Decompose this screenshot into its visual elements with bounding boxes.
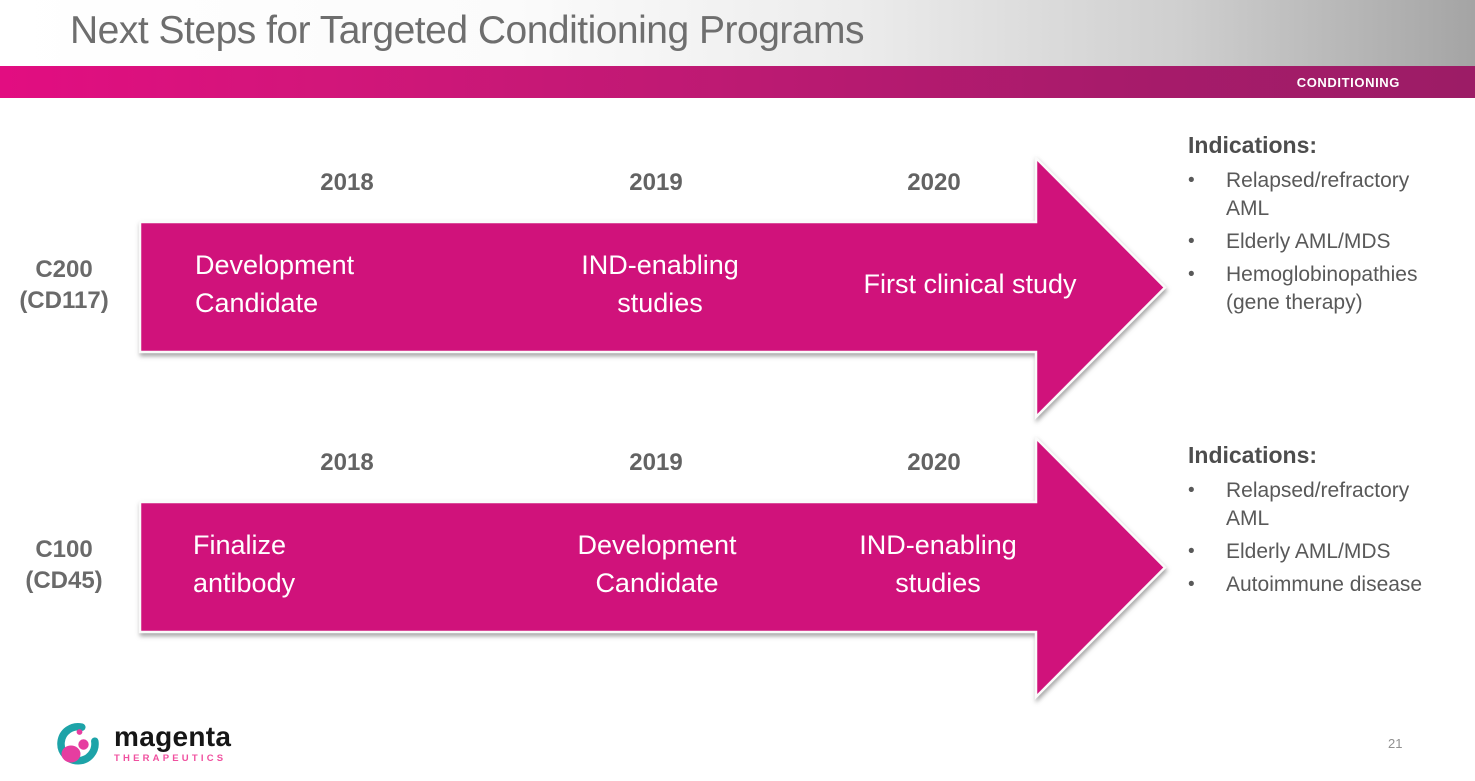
indications-c200: Indications: • Relapsed/refractory AML • E… — [1188, 131, 1475, 317]
title-band: Next Steps for Targeted Conditioning Pro… — [0, 0, 1475, 66]
indication-item: • Autoimmune disease — [1188, 571, 1475, 599]
timeline-row-c100: C100 (CD45) 2018 2019 2020 Finalize anti… — [0, 410, 1475, 722]
year-label: 2018 — [320, 449, 374, 476]
magenta-logo: magenta THERAPEUTICS — [52, 716, 231, 772]
bullet-icon: • — [1188, 480, 1195, 501]
milestone-label: IND-enabling studies — [581, 250, 739, 318]
bullet-icon: • — [1188, 541, 1195, 562]
page-number: 21 — [1388, 736, 1403, 751]
milestone-label: Development Candidate — [577, 530, 737, 598]
year-label: 2019 — [629, 449, 683, 476]
indications-title: Indications: — [1188, 132, 1318, 158]
year-label: 2019 — [629, 169, 683, 196]
indications-list: • Relapsed/refractory AML • Elderly AML/MD… — [1188, 477, 1475, 599]
bullet-icon: • — [1188, 170, 1195, 191]
arrow-shape — [138, 434, 1167, 701]
indication-item: • Relapsed/refractory AML — [1188, 477, 1475, 533]
timeline-arrow-c200 — [138, 154, 1167, 421]
indication-item: • Elderly AML/MDS — [1188, 228, 1475, 256]
indication-item: • Relapsed/refractory AML — [1188, 167, 1475, 223]
timeline-row-c200: C200 (CD117) 2018 2019 2020 Development … — [0, 130, 1475, 442]
indications-list: • Relapsed/refractory AML • Elderly AML/MD… — [1188, 167, 1475, 317]
logo-wordmark: magenta THERAPEUTICS — [114, 723, 231, 765]
indications-title: Indications: — [1188, 442, 1318, 468]
bullet-icon: • — [1188, 264, 1195, 285]
logo-name: magenta — [114, 721, 232, 752]
milestone-label: Finalize antibody — [193, 530, 296, 598]
logo-mark-icon — [57, 723, 99, 765]
accent-bar: CONDITIONING — [0, 66, 1475, 98]
indications-c100: Indications: • Relapsed/refractory AML • E… — [1188, 441, 1475, 599]
arrow-shape — [138, 154, 1167, 421]
timeline-arrow-c100 — [138, 434, 1167, 701]
page-title: Next Steps for Targeted Conditioning Pro… — [70, 9, 865, 52]
milestone-label: IND-enabling studies — [859, 530, 1017, 598]
indication-item: • Hemoglobinopathies (gene therapy) — [1188, 261, 1475, 317]
bullet-icon: • — [1188, 231, 1195, 252]
bullet-icon: • — [1188, 574, 1195, 595]
year-label: 2018 — [320, 169, 374, 196]
conditioning-tag: CONDITIONING — [1296, 75, 1400, 90]
logo-subtext: THERAPEUTICS — [114, 753, 227, 764]
milestone-label: Development Candidate — [195, 250, 355, 318]
indication-item: • Elderly AML/MDS — [1188, 538, 1475, 566]
program-label-c100: C100 (CD45) — [25, 536, 103, 594]
year-label: 2020 — [907, 449, 961, 476]
milestone-label: First clinical study — [863, 269, 1077, 299]
program-label-c200: C200 (CD117) — [19, 256, 109, 314]
year-label: 2020 — [907, 169, 961, 196]
